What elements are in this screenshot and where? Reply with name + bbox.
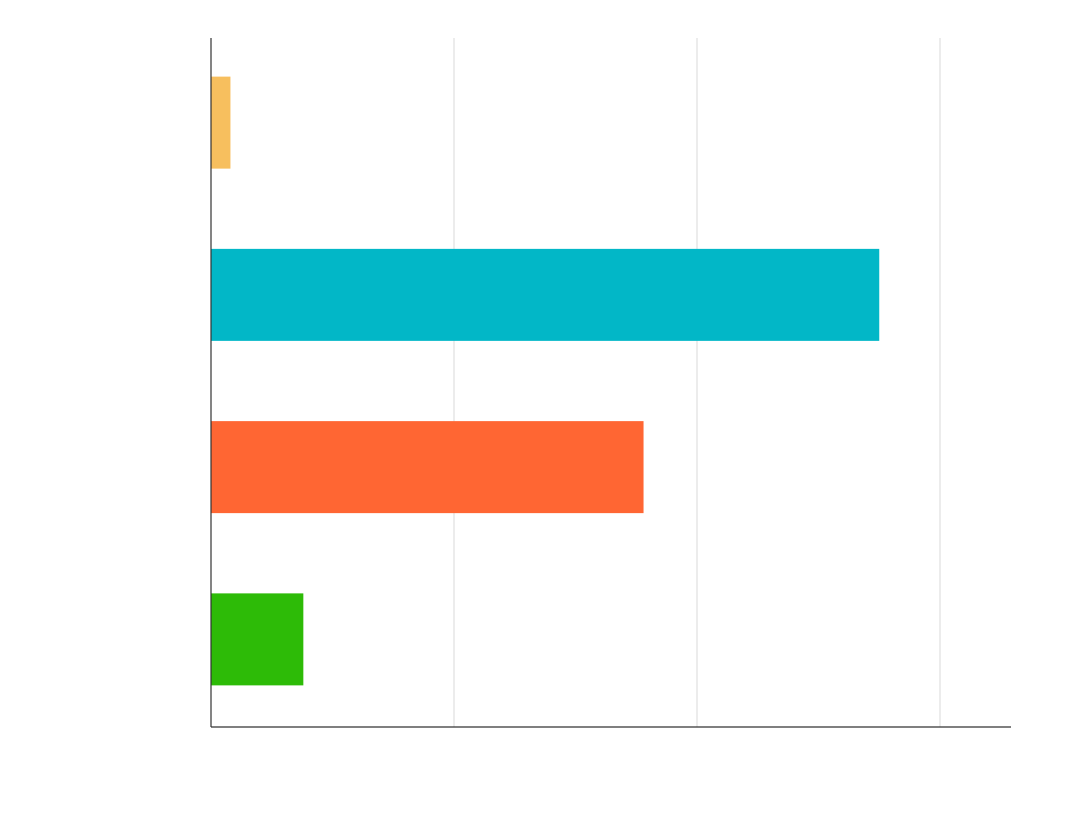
bar-2 <box>211 248 880 341</box>
bar-4 <box>211 593 304 686</box>
bar-1 <box>211 76 231 169</box>
bar-3 <box>211 421 644 514</box>
bar-layer <box>211 76 880 686</box>
grid-layer <box>453 38 941 727</box>
